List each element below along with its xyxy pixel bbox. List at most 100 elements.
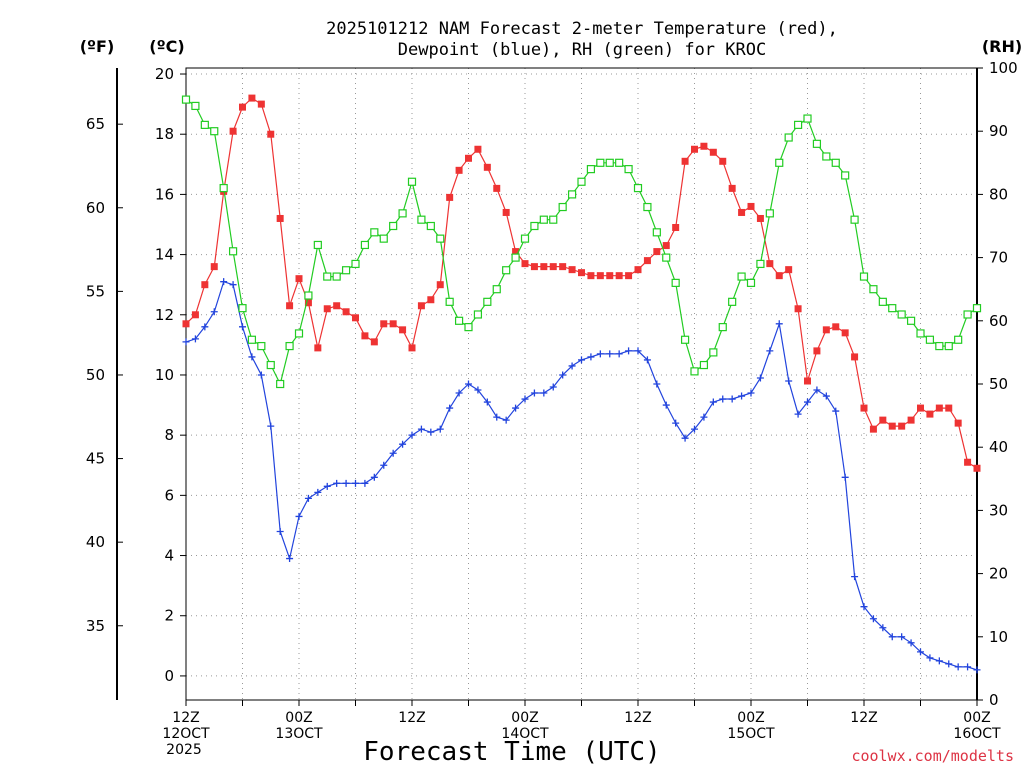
- temperature-point: [747, 202, 755, 210]
- dewpoint-point: [634, 347, 642, 355]
- temperature-point: [399, 326, 407, 334]
- rh-point: [379, 234, 388, 243]
- celsius-tick-label: 6: [164, 486, 174, 504]
- dewpoint-point: [455, 389, 463, 397]
- dewpoint-point: [662, 401, 670, 409]
- rh-point: [511, 253, 520, 262]
- temperature-point: [549, 263, 557, 271]
- rh-point: [549, 215, 558, 224]
- dewpoint-point: [709, 398, 717, 406]
- dewpoint-point: [832, 407, 840, 415]
- dewpoint-point: [907, 639, 915, 647]
- temperature-point: [625, 272, 633, 280]
- dewpoint-point: [549, 383, 557, 391]
- rh-point: [502, 266, 511, 275]
- dewpoint-point: [182, 338, 190, 346]
- chart-title-line-2: Dewpoint (blue), RH (green) for KROC: [398, 40, 766, 60]
- series-dewpoint: [182, 278, 981, 674]
- rh-point: [558, 202, 567, 212]
- dewpoint-point: [483, 398, 491, 406]
- dewpoint-point: [389, 449, 397, 457]
- temperature-point: [389, 320, 397, 328]
- temperature-point: [653, 248, 661, 256]
- dewpoint-point: [333, 479, 341, 487]
- dewpoint-point: [323, 482, 331, 490]
- rh-point: [445, 297, 454, 306]
- temperature-point: [559, 263, 567, 271]
- x-tick-label-group: 12Z: [850, 710, 877, 726]
- dewpoint-point: [229, 281, 237, 289]
- x-tick-label-group: 12Z: [624, 710, 651, 726]
- dewpoint-point: [766, 347, 774, 355]
- rh-point: [285, 341, 294, 351]
- temperature-point: [201, 281, 209, 289]
- temperature-point: [182, 320, 190, 328]
- temperature-point: [860, 404, 868, 412]
- rh-point: [746, 278, 756, 287]
- rh-point: [605, 158, 614, 167]
- dewpoint-point: [625, 347, 633, 355]
- rh-point: [454, 316, 464, 325]
- rh-tick-label: 20: [989, 565, 1008, 583]
- chart-title-line-1: 2025101212 NAM Forecast 2-meter Temperat…: [326, 19, 838, 39]
- rh-point: [398, 209, 407, 218]
- x-tick-label: 00Z: [511, 710, 538, 726]
- temperature-point: [257, 100, 265, 108]
- rh-tick-label: 40: [989, 438, 1008, 456]
- temperature-point: [578, 269, 585, 277]
- dewpoint-point: [926, 654, 934, 662]
- rh-point: [200, 120, 209, 129]
- rh-point: [925, 335, 935, 344]
- dewpoint-point: [530, 389, 538, 397]
- rh-point: [492, 285, 501, 294]
- temperature-point: [455, 166, 463, 174]
- rh-point: [313, 240, 322, 250]
- x-tick-label: 14OCT: [501, 726, 549, 742]
- data-series: [181, 94, 982, 674]
- rh-tick-label: 50: [989, 375, 1008, 393]
- rh-point: [869, 285, 878, 294]
- dewpoint-point: [822, 392, 830, 400]
- rh-point: [539, 215, 548, 224]
- temperature-point: [888, 422, 896, 430]
- rh-point: [916, 329, 925, 338]
- x-tick-label: 15OCT: [727, 726, 775, 742]
- dewpoint-point: [191, 335, 199, 343]
- dewpoint-point: [964, 663, 972, 671]
- temperature-point: [295, 275, 303, 283]
- rh-point: [304, 291, 313, 300]
- temperature-point: [935, 404, 943, 412]
- rh-point: [351, 259, 360, 269]
- rh-point: [417, 215, 426, 224]
- dewpoint-point: [691, 425, 698, 433]
- rh-point: [247, 335, 257, 344]
- rh-tick-label: 30: [989, 501, 1008, 519]
- rh-point: [567, 190, 577, 199]
- temperature-point: [907, 416, 915, 424]
- rh-point: [878, 297, 887, 306]
- temperature-point: [352, 314, 359, 322]
- dewpoint-point: [257, 371, 265, 379]
- celsius-tick-label: 10: [155, 366, 174, 384]
- rh-point: [266, 360, 275, 370]
- temperature-point: [465, 154, 472, 162]
- dewpoint-point: [248, 353, 256, 361]
- rh-point: [332, 272, 341, 281]
- rh-point: [793, 120, 803, 129]
- dewpoint-point: [945, 660, 953, 668]
- fahrenheit-tick-label: 35: [86, 617, 105, 635]
- dewpoint-point: [304, 494, 312, 502]
- celsius-tick-label: 14: [155, 246, 174, 264]
- rh-tick-label: 60: [989, 312, 1008, 330]
- dewpoint-point: [869, 615, 877, 623]
- temperature-point: [869, 425, 877, 433]
- dewpoint-point: [493, 413, 501, 421]
- fahrenheit-tick-label: 45: [86, 450, 105, 468]
- temperature-point: [370, 338, 378, 346]
- fahrenheit-tick-label: 55: [86, 282, 105, 300]
